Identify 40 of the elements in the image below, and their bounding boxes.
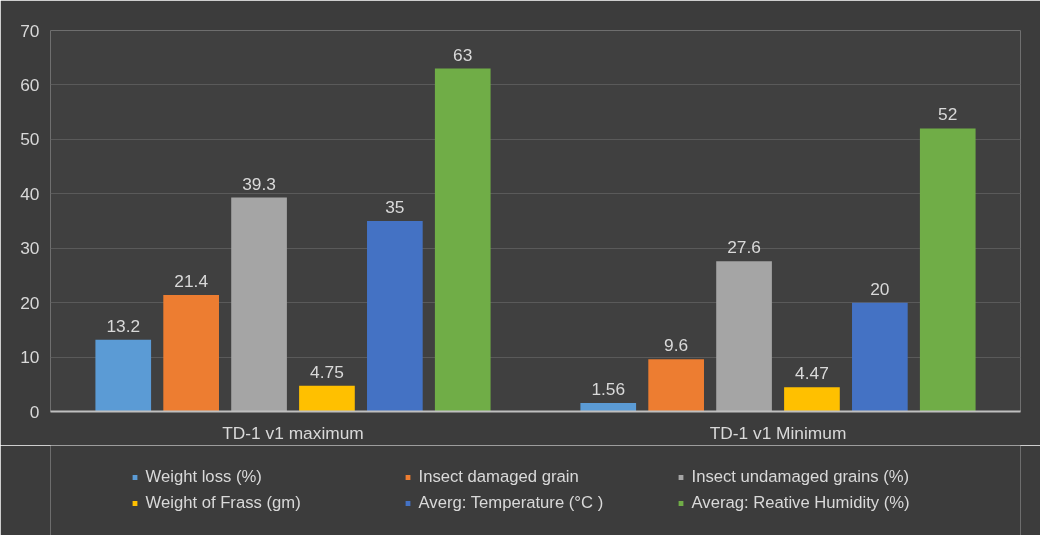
legend-label: Weight loss (%) <box>145 467 263 487</box>
y-tick-label: 70 <box>20 20 40 41</box>
bar <box>367 221 423 412</box>
data-label: 63 <box>453 44 473 65</box>
bar <box>163 295 219 412</box>
bar <box>648 359 704 412</box>
legend-label: Weight of Frass (gm) <box>145 493 302 513</box>
bar <box>784 387 840 412</box>
bar <box>95 339 152 412</box>
data-label: 9.6 <box>664 335 689 356</box>
y-tick-label: 20 <box>20 292 40 313</box>
data-label: 1.56 <box>591 379 626 400</box>
y-tick-label: 10 <box>20 347 40 368</box>
data-label: 4.75 <box>310 361 344 382</box>
y-tick-label: 60 <box>20 74 40 95</box>
data-label: 21.4 <box>174 271 209 292</box>
bar <box>231 197 287 412</box>
legend-label: Insect undamaged grains (%) <box>691 467 911 487</box>
x-tick-label: TD-1 v1 maximum <box>222 422 364 443</box>
bar <box>299 385 355 412</box>
bar <box>919 128 976 412</box>
data-label: 27.6 <box>727 237 761 258</box>
data-label: 52 <box>938 104 958 125</box>
data-label: 35 <box>385 197 405 217</box>
legend-label: Averg: Temperature (°C ) <box>418 493 605 513</box>
data-label: 4.47 <box>795 363 829 384</box>
legend-label: Averag: Reative Humidity (%) <box>691 493 911 513</box>
data-label: 20 <box>870 278 890 299</box>
data-label: 13.2 <box>106 315 141 336</box>
y-tick-label: 40 <box>20 183 40 204</box>
data-label: 39.3 <box>242 173 276 194</box>
y-tick-label: 0 <box>29 401 40 422</box>
bar <box>716 261 772 412</box>
y-tick-label: 50 <box>20 129 40 150</box>
x-tick-label: TD-1 v1 Minimum <box>709 422 847 443</box>
legend-label: Insect damaged grain <box>418 467 580 487</box>
bar <box>434 68 491 412</box>
bar <box>852 302 908 412</box>
y-tick-label: 30 <box>20 238 40 259</box>
bar <box>580 403 637 412</box>
